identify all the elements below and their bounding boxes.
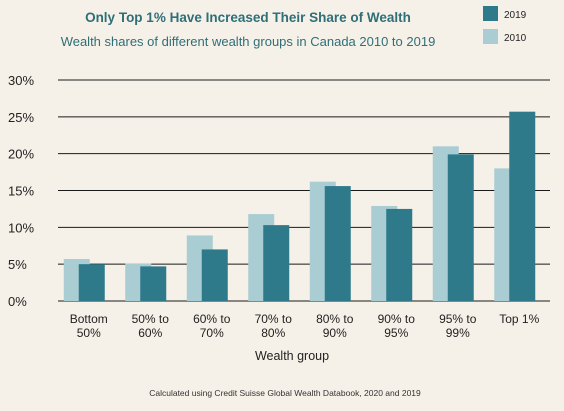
bar-2019	[78, 264, 105, 301]
y-tick-label: 30%	[8, 73, 34, 88]
legend-swatch-2019	[483, 6, 498, 21]
legend-label-2010: 2010	[504, 33, 527, 44]
y-tick-label: 20%	[8, 147, 34, 162]
x-tick-label: 50% to 60%	[132, 312, 170, 340]
y-axis: 0% 5% 10% 15% 20% 25% 30%	[8, 73, 34, 309]
x-tick-label: Bottom 50%	[70, 312, 108, 340]
bar-2019	[509, 111, 536, 301]
legend-label-2019: 2019	[504, 10, 527, 21]
y-tick-label: 25%	[8, 110, 34, 125]
bar-2019	[386, 208, 413, 301]
y-tick-label: 0%	[8, 294, 27, 309]
bars	[63, 111, 536, 301]
x-tick-label: 70% to 80%	[255, 312, 293, 340]
x-axis-label: Wealth group	[255, 349, 329, 363]
bar-2019	[263, 225, 290, 301]
x-axis: Bottom 50% 50% to 60% 60% to 70% 70% to 80% 80% …	[70, 312, 540, 340]
bar-2019	[324, 186, 351, 301]
chart-title: Only Top 1% Have Increased Their Share o…	[85, 10, 411, 25]
x-tick-label: Top 1%	[499, 312, 539, 326]
legend-swatch-2010	[483, 29, 498, 44]
y-tick-label: 5%	[8, 257, 27, 272]
x-tick-label: 95% to 99%	[439, 312, 477, 340]
y-tick-label: 15%	[8, 184, 34, 199]
y-tick-label: 10%	[8, 220, 34, 235]
chart-subtitle: Wealth shares of different wealth groups…	[61, 34, 436, 49]
x-tick-label: 80% to 90%	[316, 312, 354, 340]
bar-2019	[140, 266, 167, 301]
bar-2019	[447, 154, 474, 301]
legend: 2019 2010	[483, 6, 527, 44]
source-caption: Calculated using Credit Suisse Global We…	[149, 388, 421, 398]
x-tick-label: 60% to 70%	[193, 312, 231, 340]
x-tick-label: 90% to 95%	[378, 312, 416, 340]
bar-2019	[201, 249, 228, 301]
